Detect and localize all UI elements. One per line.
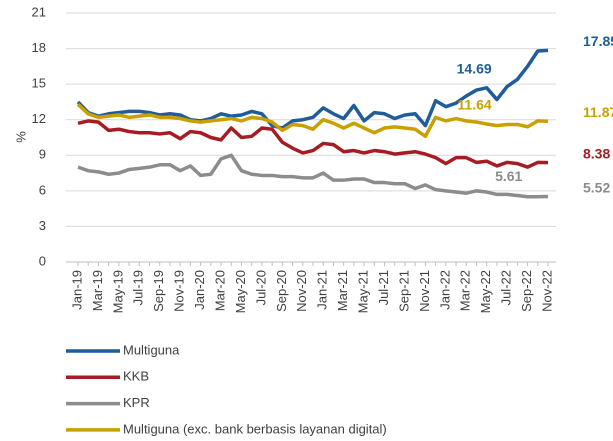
series-line [76,103,549,139]
y-tick-label: 0 [39,253,46,268]
y-tick-label: 9 [39,147,46,162]
y-tick-label: 6 [39,182,46,197]
y-tick-label: 12 [32,111,46,126]
x-tick-label: Mar-19 [90,270,105,311]
value-label: 5.61 [495,168,522,184]
y-axis-label: % [13,131,28,143]
x-tick-label: Mar-20 [212,270,227,311]
series-line [77,153,549,199]
x-tick-label: Nov-21 [417,270,432,312]
x-tick-label: Jul-20 [253,270,268,305]
x-tick-label: Jul-22 [499,270,514,305]
x-tick-label: May-21 [356,270,371,313]
x-tick-label: May-20 [233,270,248,313]
x-tick-label: Jul-21 [376,270,391,305]
y-tick-label: 21 [32,4,46,19]
value-label: 17.85 [583,33,613,49]
value-label: 14.69 [457,61,492,77]
legend-label: Multiguna (exc. bank berbasis layanan di… [123,421,387,436]
x-tick-label: Nov-22 [539,270,554,312]
x-tick-label: Sep-20 [274,270,289,312]
y-tick-label: 3 [39,218,46,233]
x-tick-label: Nov-20 [294,270,309,312]
x-tick-label: May-22 [478,270,493,313]
y-tick-label: 15 [32,76,46,91]
legend-label: KKB [123,369,149,384]
x-tick-label: Sep-22 [519,270,534,312]
series-line [77,119,549,169]
x-tick-label: Sep-21 [396,270,411,312]
value-label: 5.52 [583,179,610,195]
x-tick-label: Jan-21 [315,270,330,310]
x-tick-label: Nov-19 [172,270,187,312]
y-tick-label: 18 [32,40,46,55]
value-label: 11.64 [457,97,491,113]
x-tick-label: Jan-22 [437,270,452,310]
x-tick-label: Mar-21 [335,270,350,311]
x-tick-label: Jan-20 [192,270,207,310]
x-tick-label: Sep-19 [151,270,166,312]
legend-label: KPR [123,395,150,410]
x-tick-label: Jul-19 [131,270,146,305]
series-line [76,48,549,130]
x-tick-label: Mar-22 [458,270,473,311]
legend-label: Multiguna [123,342,180,357]
x-tick-label: Jan-19 [69,270,84,310]
value-label: 8.38 [583,145,610,161]
value-label: 11.87 [583,104,613,120]
x-tick-label: May-19 [110,270,125,313]
